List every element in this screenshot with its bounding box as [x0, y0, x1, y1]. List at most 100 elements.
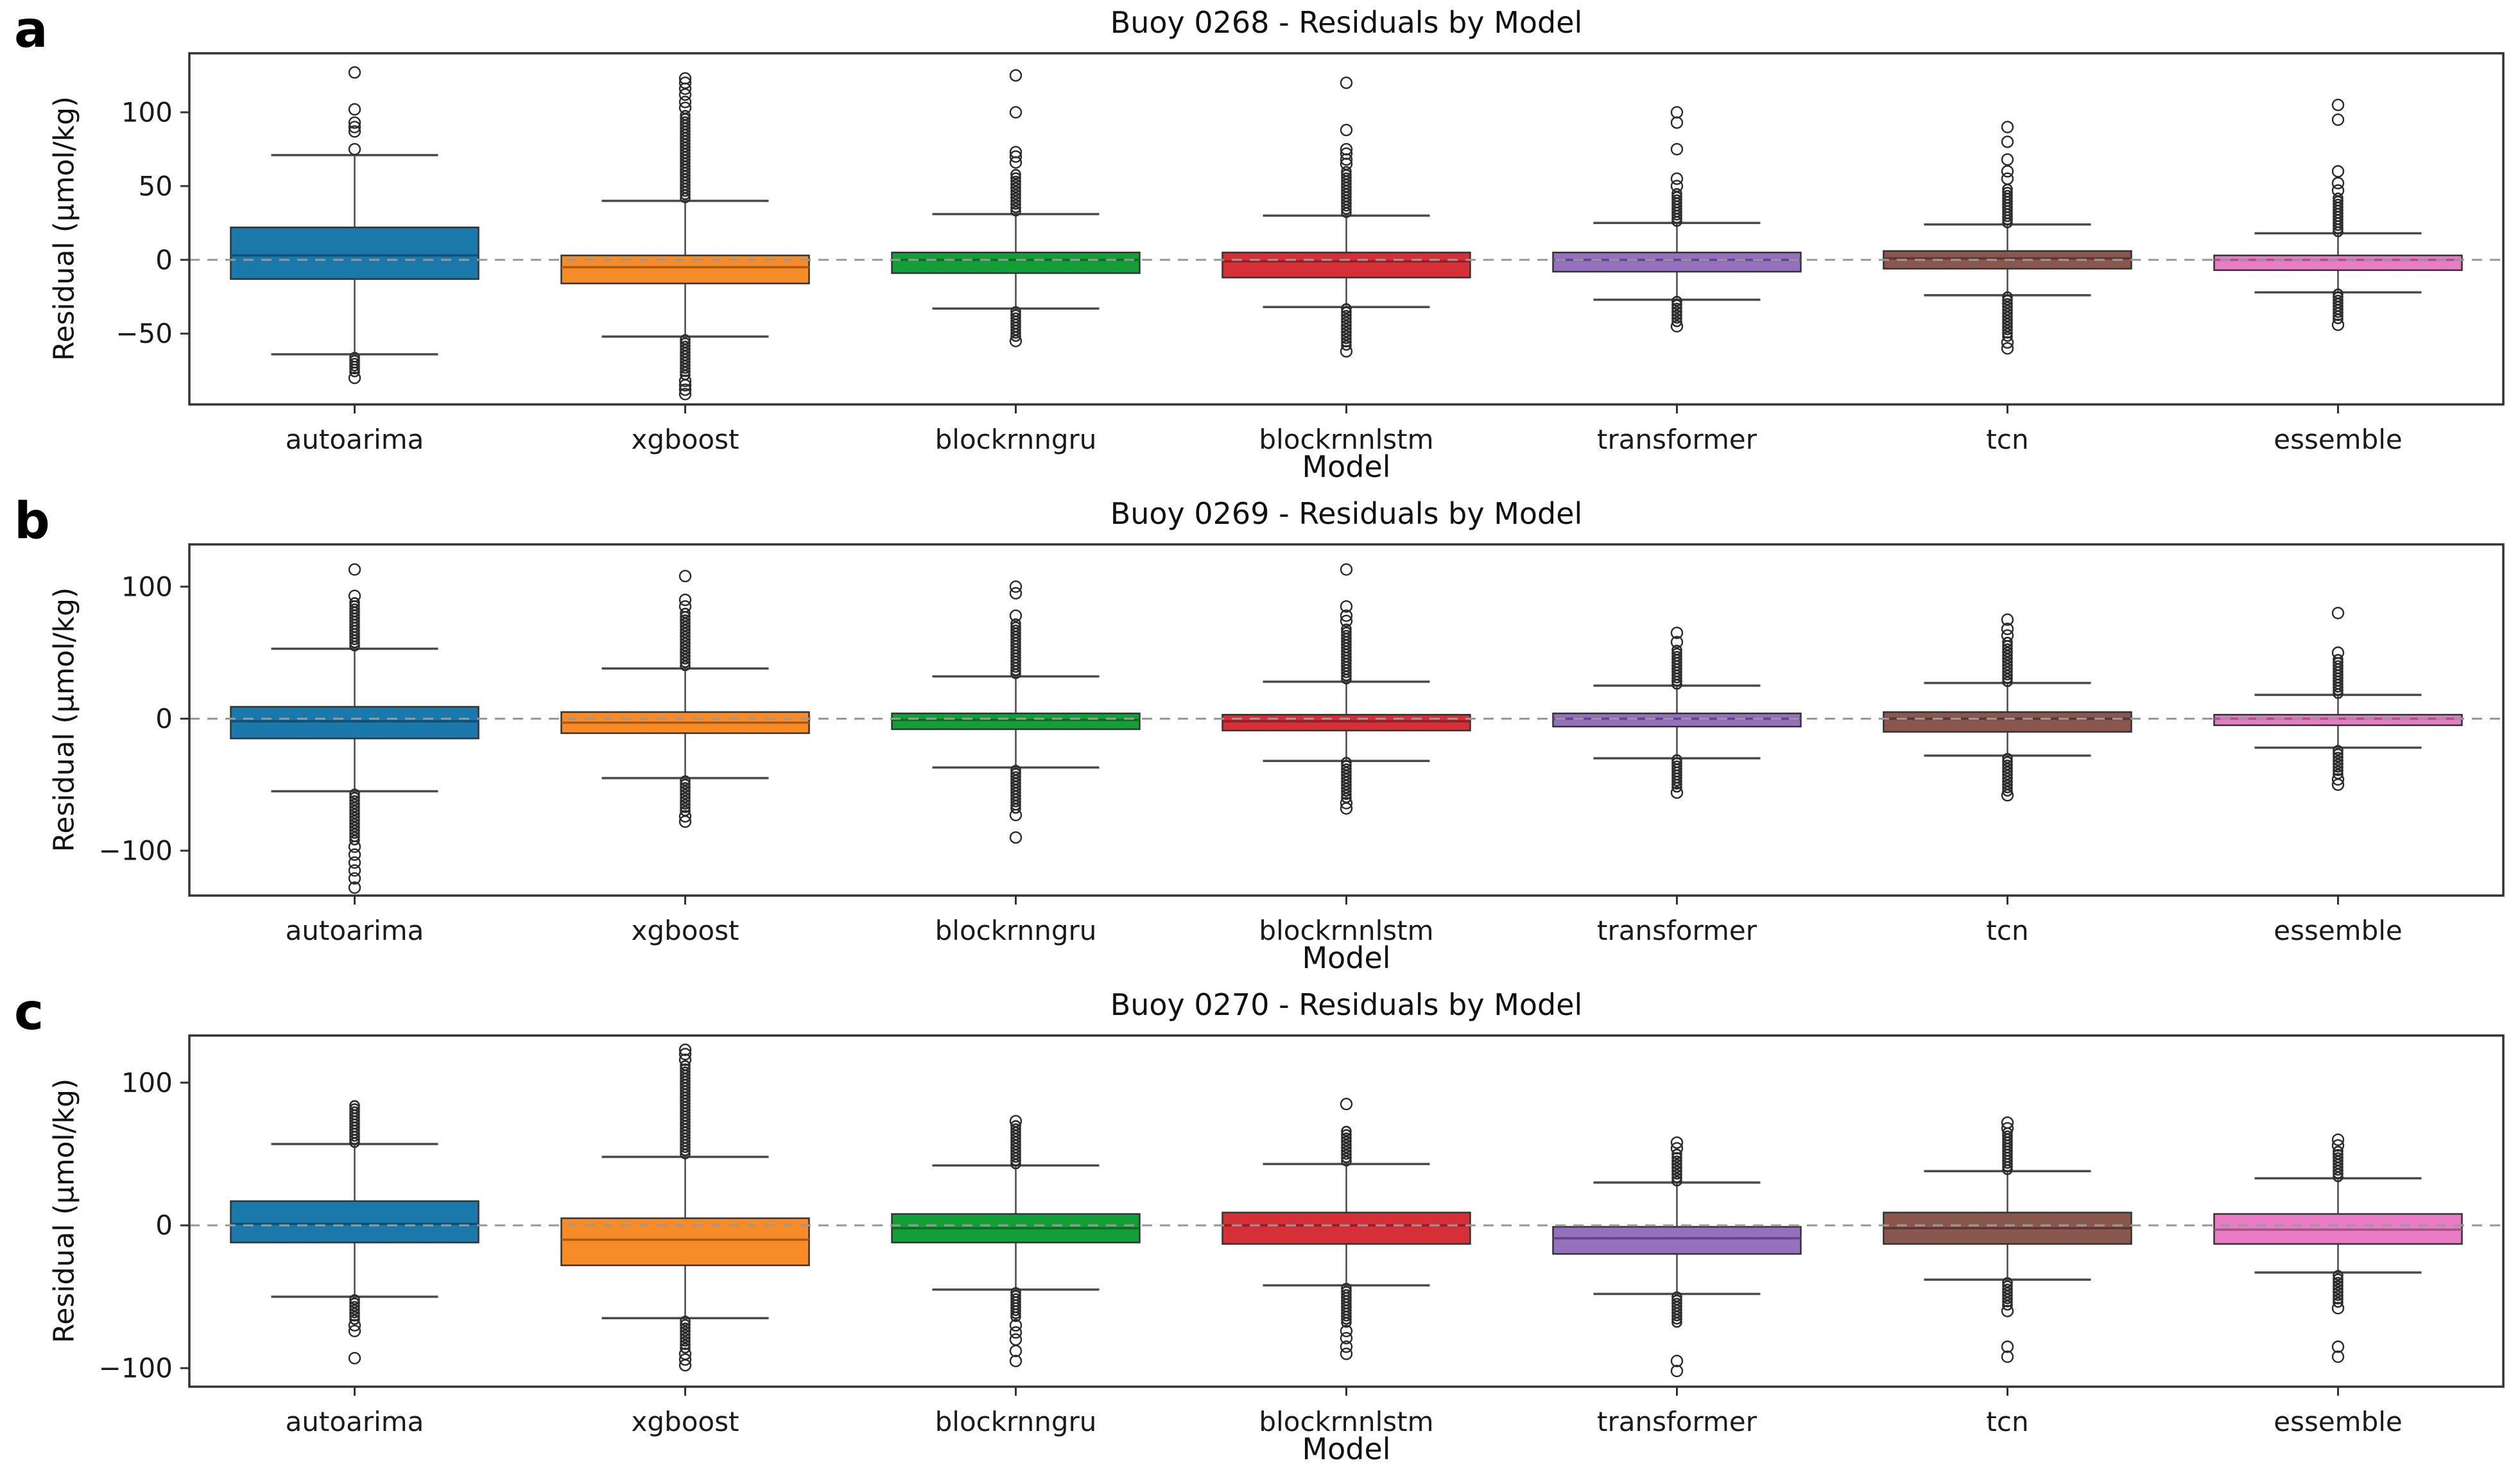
outlier-point — [1010, 662, 1021, 673]
outlier-point — [1670, 1364, 1684, 1378]
outlier-point — [2001, 1350, 2014, 1364]
outlier-point — [2002, 318, 2013, 329]
outlier-point — [678, 374, 692, 387]
outlier-point — [1010, 331, 1021, 342]
outlier-point — [2002, 218, 2013, 229]
outlier-point — [349, 821, 360, 833]
outlier-point — [1340, 123, 1353, 137]
iqr-box — [1883, 711, 2132, 733]
outlier-point — [2331, 607, 2345, 620]
outlier-point — [1671, 295, 1682, 307]
outlier-point — [349, 1311, 360, 1322]
outlier-point — [1671, 1155, 1682, 1166]
x-tick-label-tcn: tcn — [1986, 424, 2028, 455]
outlier-point — [1671, 1172, 1682, 1183]
outlier-point — [1009, 1355, 1023, 1367]
outlier-point — [349, 1314, 360, 1325]
outlier-point — [2001, 629, 2014, 642]
outlier-point — [2001, 622, 2014, 636]
outlier-point — [1671, 306, 1682, 317]
outlier-point — [2002, 1158, 2013, 1169]
outlier-point — [678, 815, 692, 828]
outlier-point — [1340, 609, 1353, 622]
outlier-point — [1010, 1308, 1021, 1319]
outlier-point — [1009, 1319, 1023, 1332]
outlier-point — [1671, 313, 1682, 324]
outlier-point — [1670, 116, 1684, 129]
outlier-point — [2002, 650, 2013, 661]
outlier-point — [680, 607, 691, 619]
outlier-point — [1341, 201, 1352, 212]
outlier-point — [348, 66, 361, 79]
outlier-point — [2333, 307, 2343, 318]
outlier-point — [1341, 1149, 1352, 1160]
outlier-point — [349, 1294, 360, 1305]
y-tick-label: 100 — [121, 96, 173, 128]
outlier-point — [1670, 180, 1684, 193]
outlier-point — [2002, 1299, 2013, 1311]
outlier-point — [678, 600, 692, 613]
outlier-point — [1340, 76, 1353, 89]
outlier-point — [1671, 679, 1682, 690]
x-axis-label: Model — [1302, 941, 1391, 975]
outlier-point — [1010, 189, 1021, 200]
outlier-point — [2333, 688, 2343, 699]
y-tick-label: 100 — [121, 571, 173, 602]
outlier-point — [1341, 786, 1352, 797]
iqr-box — [230, 1200, 479, 1244]
x-tick-label-blockrnnlstm: blockrnnlstm — [1259, 424, 1433, 455]
panel-a: 100 50 0 −50 autoarima xgboost blockrnngru bloc… — [0, 0, 2520, 491]
outlier-point — [2333, 310, 2343, 322]
outlier-point — [1341, 1132, 1352, 1143]
outlier-point — [2002, 636, 2013, 648]
outlier-point — [678, 1048, 692, 1061]
outlier-point — [2002, 656, 2013, 668]
outlier-point — [2002, 646, 2013, 657]
outlier-point — [348, 371, 361, 385]
outlier-point — [680, 192, 691, 204]
outlier-point — [1341, 1145, 1352, 1157]
outlier-point — [2331, 1340, 2345, 1353]
outlier-point — [349, 1304, 360, 1315]
outlier-point — [2002, 783, 2013, 793]
outlier-point — [2331, 318, 2345, 331]
outlier-point — [680, 660, 691, 672]
outlier-point — [1010, 797, 1021, 808]
outlier-point — [2333, 682, 2343, 693]
outlier-point — [2333, 1280, 2343, 1291]
chart-title: Buoy 0270 - Residuals by Model — [1110, 987, 1583, 1022]
outlier-point — [680, 782, 691, 793]
outlier-point — [2001, 135, 2014, 148]
box-transformer — [1552, 627, 1802, 799]
outlier-point — [348, 125, 361, 138]
panel-letter: a — [14, 1, 48, 59]
outlier-point — [1010, 175, 1021, 187]
outlier-point — [2001, 121, 2014, 134]
outlier-point — [1009, 609, 1023, 622]
outlier-point — [1340, 600, 1353, 613]
outlier-point — [680, 627, 691, 639]
outlier-point — [680, 1319, 691, 1330]
outlier-point — [1671, 299, 1682, 310]
outlier-point — [2333, 1287, 2343, 1298]
outlier-point — [349, 798, 360, 810]
outlier-point — [1341, 326, 1352, 338]
outlier-point — [348, 881, 361, 894]
outlier-point — [1340, 1331, 1353, 1345]
outlier-point — [1341, 309, 1352, 321]
outlier-point — [2002, 301, 2013, 313]
outlier-point — [680, 785, 691, 797]
outlier-point — [1341, 1314, 1352, 1325]
panel-letter: b — [14, 492, 50, 550]
outlier-point — [349, 1297, 360, 1308]
outlier-point — [1009, 146, 1023, 159]
box-blockrnnlstm — [1221, 563, 1471, 815]
outlier-point — [2002, 752, 2013, 764]
outlier-point — [2002, 670, 2013, 681]
outlier-point — [2333, 313, 2343, 324]
outlier-point — [680, 1326, 691, 1337]
box-xgboost — [560, 1043, 810, 1372]
plot-frame — [188, 52, 2505, 406]
outlier-point — [2002, 776, 2013, 787]
